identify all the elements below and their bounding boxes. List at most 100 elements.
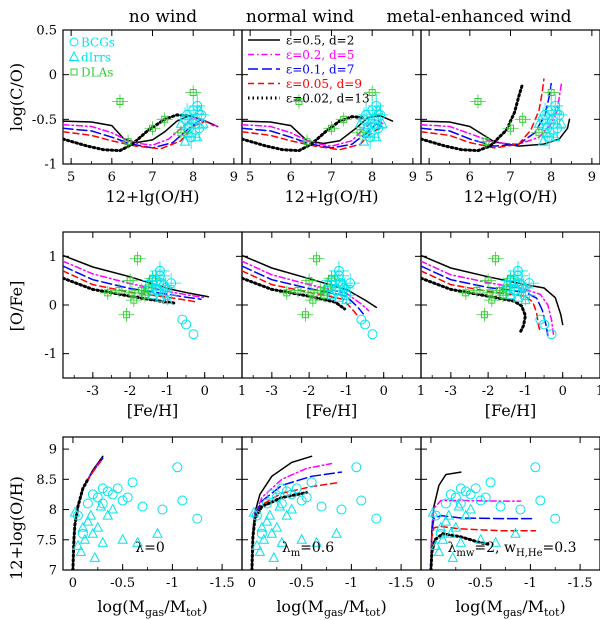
- dla-point-errorbar: [543, 85, 560, 100]
- dirr-point: [75, 545, 87, 556]
- x-tick-label: 1: [417, 384, 425, 399]
- x-tick-label: 6: [108, 170, 116, 185]
- model-curve-eps-0.02: [421, 82, 525, 153]
- dirr-point: [465, 503, 477, 514]
- bcg-point: [336, 504, 347, 515]
- bcg-errorbar: [541, 125, 558, 150]
- dirr-point: [264, 509, 276, 520]
- y-tick-label: 1: [49, 250, 57, 265]
- bcg-errorbar: [358, 102, 375, 127]
- x-tick-label: -3: [86, 384, 99, 399]
- bcg-point: [371, 513, 382, 524]
- dla-point-errorbar: [481, 285, 498, 300]
- dirr-point: [87, 527, 99, 538]
- model-curve-eps-0.02: [63, 113, 191, 153]
- bcg-point: [306, 477, 317, 488]
- model-curve-eps-0.02: [250, 491, 309, 570]
- dirr-point: [450, 521, 462, 532]
- observation-marks: [457, 251, 557, 340]
- dirr-point: [512, 291, 524, 302]
- bcg-point: [495, 501, 506, 512]
- bcg-point: [181, 319, 192, 330]
- panel-r3-c3: 0 -0.5 -1 -1.5: [420, 436, 600, 591]
- annotation-lambda-mw: λmw=2, wH,He=0.3: [448, 540, 577, 559]
- dla-point-errorbar: [302, 285, 319, 300]
- panels: 5 6 7 8 9-1-0.500.55 6 7 8 9 5 6 7 8 9-3 -2 -1 0 1-101-3-…: [32, 24, 600, 591]
- bcg-errorbar: [537, 102, 554, 127]
- bcg-point: [276, 483, 287, 494]
- dirr-point: [296, 533, 307, 544]
- bcg-point: [480, 492, 491, 503]
- dirr-point: [453, 500, 465, 511]
- bcg-point: [172, 462, 183, 473]
- x-tick-label: -0.5: [468, 576, 493, 591]
- x-tick-label: 7: [327, 170, 335, 185]
- bcg-errorbar: [513, 277, 534, 298]
- x-tick-label: -1.5: [568, 576, 593, 591]
- bcg-point: [127, 477, 138, 488]
- observation-marks: [69, 462, 203, 562]
- dirr-point: [254, 545, 266, 556]
- bcg-point: [281, 486, 292, 497]
- bcg-errorbar: [328, 260, 349, 281]
- panel-r1-c3: 5 6 7 8 9: [420, 29, 600, 185]
- bcg-errorbar: [157, 285, 178, 306]
- x-tick-label: -3: [265, 384, 278, 399]
- dla-point-errorbar: [185, 85, 202, 100]
- panel-r2-c2: -3 -2 -1 0 1: [241, 231, 425, 399]
- dirr-point: [281, 509, 293, 520]
- bcg-point: [360, 319, 371, 330]
- dla-point-errorbar: [278, 285, 295, 300]
- dla-point-errorbar: [478, 134, 495, 149]
- bcg-errorbar: [177, 107, 194, 132]
- dirr-point: [79, 533, 91, 544]
- x-tick-label: -2: [124, 384, 137, 399]
- panel-frame: [420, 231, 600, 379]
- dla-point-errorbar: [110, 283, 127, 298]
- x-tick-label: 8: [368, 170, 376, 185]
- dirr-point: [331, 527, 342, 538]
- bcg-point: [192, 513, 203, 524]
- legend-dirr-label: dIrrs: [81, 51, 111, 65]
- dla-point-errorbar: [122, 273, 139, 288]
- bcg-point: [82, 498, 93, 509]
- bcg-errorbar: [515, 285, 536, 306]
- panel-r2-c1: -3 -2 -1 0 1 -1 0 1: [44, 231, 246, 399]
- xlabel-r2-c2: [Fe/H]: [306, 401, 358, 420]
- model-curve-eps-0.05: [242, 270, 359, 317]
- dla-point-errorbar: [299, 134, 316, 149]
- bcg-point: [286, 489, 297, 500]
- model-curve-eps-0.05: [430, 525, 537, 570]
- dirr-point: [152, 527, 163, 538]
- x-tick-label: 0: [380, 384, 388, 399]
- bcg-point: [291, 483, 302, 494]
- dla-point-errorbar: [290, 94, 307, 109]
- model-curve-eps-0.2: [421, 260, 555, 335]
- ylabel-co: log(C/O): [7, 63, 26, 131]
- model-curve-eps-0.5: [421, 254, 564, 326]
- bcg-errorbar: [504, 270, 525, 291]
- bcg-point: [455, 498, 466, 509]
- bcg-errorbar: [334, 277, 355, 298]
- observation-marks: [427, 462, 561, 562]
- dirr-point: [445, 527, 457, 538]
- bcg-errorbar: [547, 93, 564, 118]
- dirr-point: [447, 551, 459, 562]
- dirr-point: [440, 515, 452, 526]
- dirr-point: [248, 506, 260, 517]
- dla-point-errorbar: [498, 280, 515, 295]
- panel-frame: [241, 231, 422, 379]
- xlabel-r2-c1: [Fe/H]: [127, 401, 179, 420]
- bcg-errorbar: [187, 111, 204, 136]
- bcg-point: [445, 489, 456, 500]
- panel-frame: [62, 231, 243, 379]
- bcg-point: [102, 486, 113, 497]
- dla-point-errorbar: [487, 251, 504, 266]
- model-curve-eps-0.02: [421, 276, 527, 335]
- x-tick-label: -1.5: [389, 576, 414, 591]
- dla-point-errorbar: [502, 121, 519, 136]
- dirr-point: [505, 289, 516, 300]
- bcg-point: [351, 462, 362, 473]
- x-tick-label: -0.5: [110, 576, 135, 591]
